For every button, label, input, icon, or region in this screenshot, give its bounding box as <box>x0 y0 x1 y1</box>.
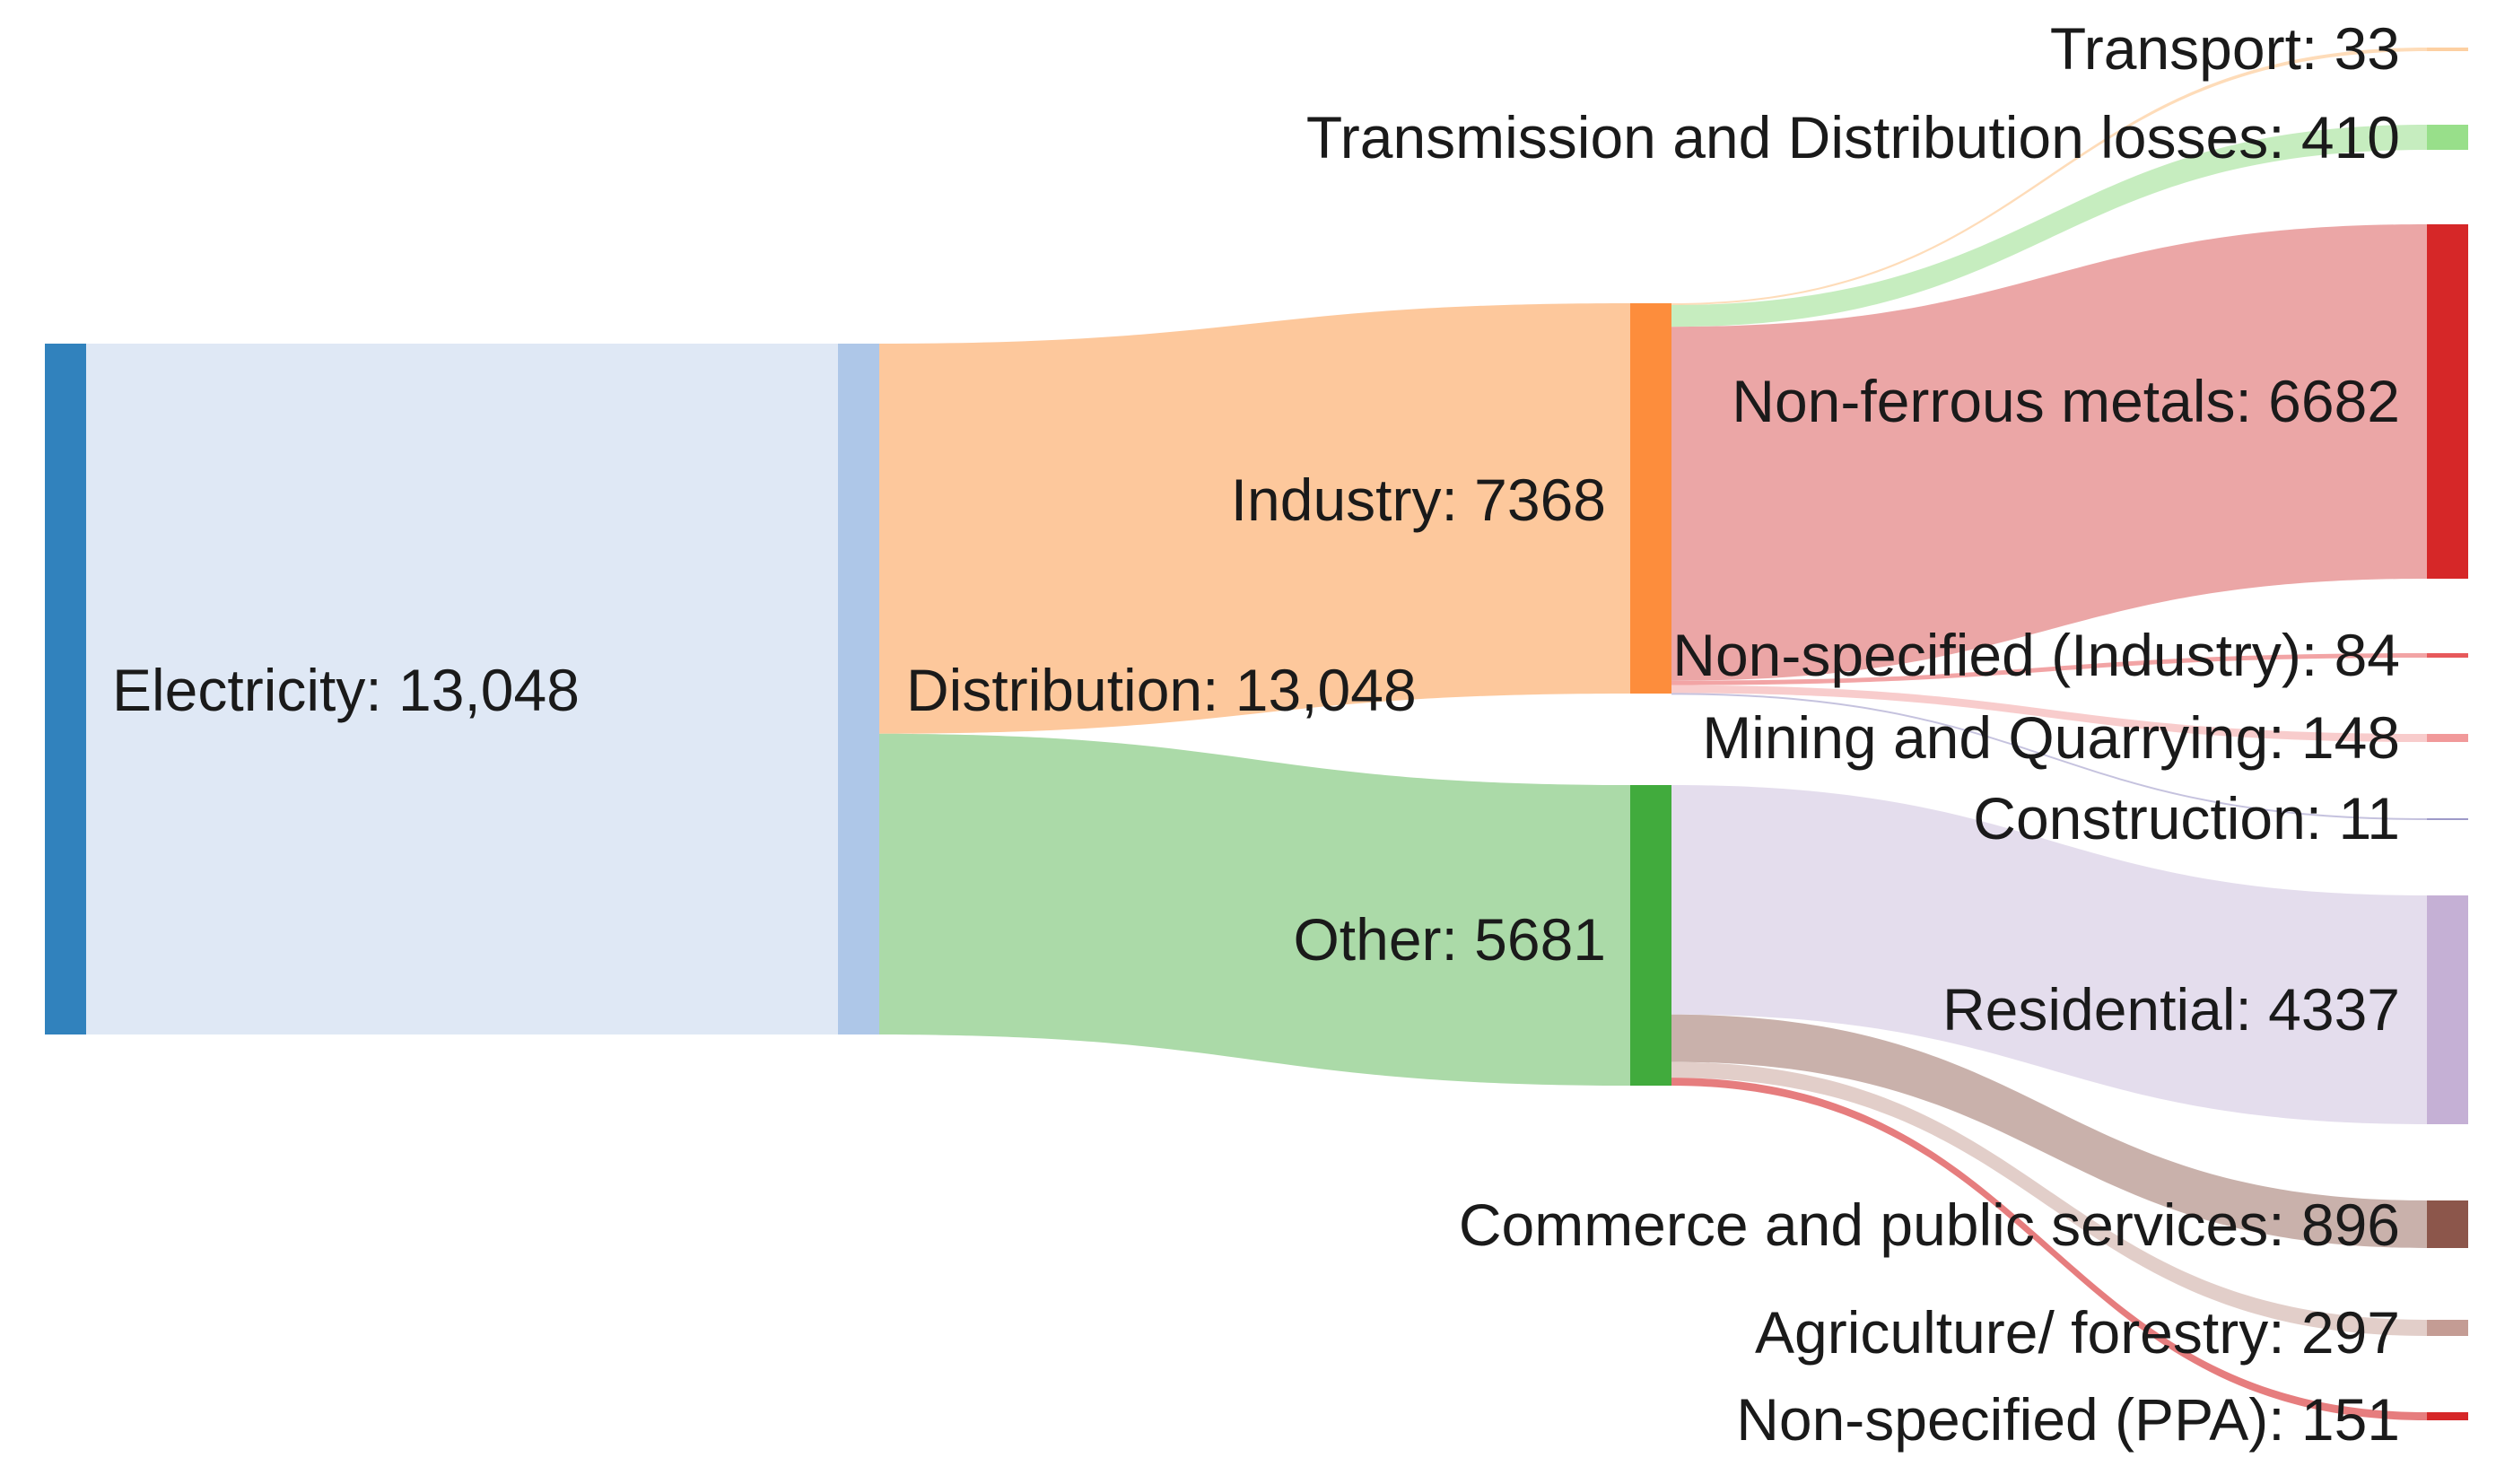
label-transport: Transport: 33 <box>2050 15 2400 82</box>
label-electricity: Electricity: 13,048 <box>112 657 580 723</box>
link-industry-to-transport <box>1671 48 2427 305</box>
node-electricity <box>45 344 86 1034</box>
link-distribution-to-other <box>879 733 1630 1086</box>
link-other-to-residential <box>1671 785 2427 1124</box>
node-residential <box>2427 895 2468 1124</box>
link-other-to-agriculture <box>1671 1061 2427 1336</box>
label-td_losses: Transmission and Distribution losses: 41… <box>1306 104 2400 170</box>
sankey-links <box>86 48 2427 1420</box>
node-agriculture <box>2427 1320 2468 1336</box>
link-industry-to-nonferrous <box>1671 224 2427 681</box>
label-residential: Residential: 4337 <box>1942 976 2400 1043</box>
node-nonspec_ppa <box>2427 1412 2468 1420</box>
label-commerce: Commerce and public services: 896 <box>1459 1192 2400 1258</box>
link-industry-to-mining <box>1671 685 2427 742</box>
node-industry <box>1630 303 1671 694</box>
link-other-to-nonspec_ppa <box>1671 1078 2427 1420</box>
link-industry-to-td_losses <box>1671 125 2427 327</box>
label-industry: Industry: 7368 <box>1231 467 1606 533</box>
node-other <box>1630 785 1671 1086</box>
link-industry-to-nonspec_industry <box>1671 653 2427 685</box>
link-distribution-to-industry <box>879 303 1630 734</box>
label-nonferrous: Non-ferrous metals: 6682 <box>1732 368 2400 434</box>
label-agriculture: Agriculture/ forestry: 297 <box>1755 1299 2400 1366</box>
node-construction <box>2427 818 2468 820</box>
link-industry-to-construction <box>1671 693 2427 820</box>
sankey-labels: Electricity: 13,048 Distribution: 13,048 I… <box>112 15 2400 1453</box>
label-distribution: Distribution: 13,048 <box>906 657 1417 723</box>
node-nonferrous <box>2427 224 2468 579</box>
node-nonspec_industry <box>2427 653 2468 658</box>
node-td_losses <box>2427 125 2468 150</box>
node-mining <box>2427 734 2468 742</box>
node-commerce <box>2427 1200 2468 1248</box>
label-nonspec_ppa: Non-specified (PPA): 151 <box>1736 1386 2400 1453</box>
link-other-to-commerce <box>1671 1014 2427 1248</box>
sankey-nodes <box>45 48 2468 1420</box>
label-nonspec_industry: Non-specified (Industry): 84 <box>1672 622 2400 688</box>
label-mining: Mining and Quarrying: 148 <box>1702 704 2400 771</box>
node-transport <box>2427 48 2468 51</box>
node-distribution <box>838 344 879 1034</box>
label-other: Other: 5681 <box>1293 906 1606 973</box>
link-electricity-to-distribution <box>86 344 838 1034</box>
label-construction: Construction: 11 <box>1973 785 2400 851</box>
